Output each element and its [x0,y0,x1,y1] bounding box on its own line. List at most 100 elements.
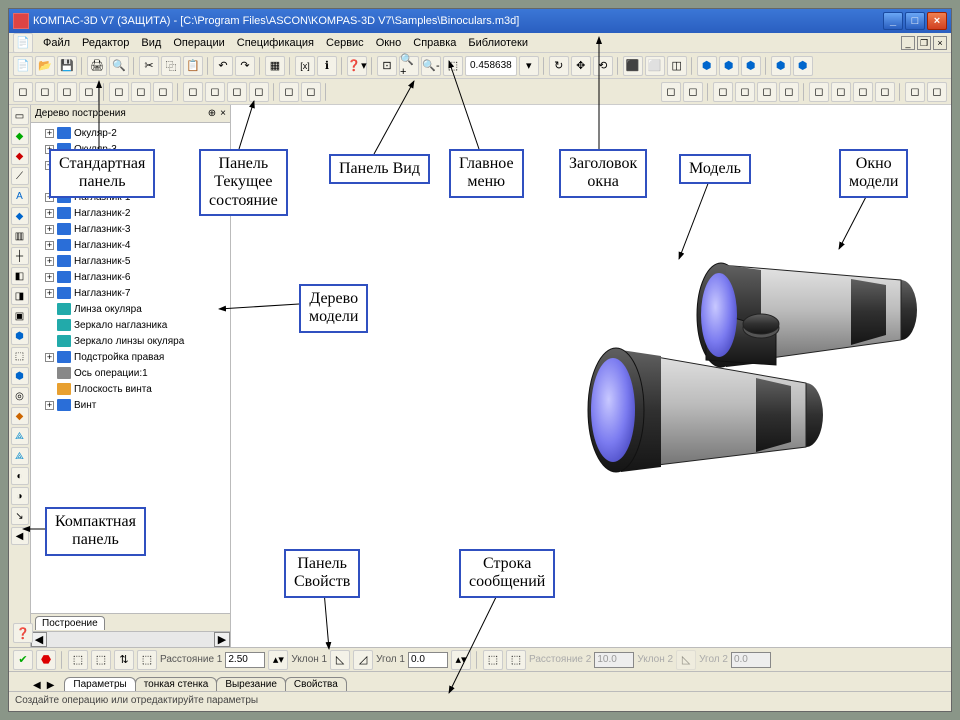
t2-29[interactable]: ◻ [875,82,895,102]
rail-6[interactable]: ◆ [11,207,29,225]
tree-tab[interactable]: Построение [35,616,105,630]
slope1b[interactable]: ◿ [353,650,373,670]
child-close-button[interactable]: × [933,36,947,50]
scale-input[interactable]: 0.458638 [465,56,517,76]
minimize-button[interactable]: _ [883,12,903,30]
zoom-out-icon[interactable]: 🔍- [421,56,441,76]
tree-node[interactable]: +Наглазник-6 [33,269,228,285]
t2-25[interactable]: ◻ [779,82,799,102]
cube1-icon[interactable]: ⬢ [697,56,717,76]
rail-15[interactable]: ◎ [11,387,29,405]
angle1-step[interactable]: ▴▾ [451,650,471,670]
grid-icon[interactable]: ▦ [265,56,285,76]
cube3-icon[interactable]: ⬢ [741,56,761,76]
menu-view[interactable]: Вид [135,35,167,51]
rail-12[interactable]: ⬢ [11,327,29,345]
new-icon[interactable]: 📄 [13,56,33,76]
t2-23[interactable]: ◻ [735,82,755,102]
tree-close-icon[interactable]: × [220,108,226,119]
xy-icon[interactable]: [x] [295,56,315,76]
p-ico6[interactable]: ⬚ [506,650,526,670]
tree-node[interactable]: +Винт [33,397,228,413]
p-ico4[interactable]: ⬚ [137,650,157,670]
tree-node[interactable]: Зеркало линзы окуляра [33,333,228,349]
rail-17[interactable]: ⟁ [11,427,29,445]
rail-10[interactable]: ◨ [11,287,29,305]
print-icon[interactable]: 🖨 [87,56,107,76]
rail-11[interactable]: ▣ [11,307,29,325]
angle1-input[interactable] [408,652,448,668]
tree-node[interactable]: +Наглазник-5 [33,253,228,269]
menu-spec[interactable]: Спецификация [231,35,320,51]
orbit-icon[interactable]: ⟲ [593,56,613,76]
redo-icon[interactable]: ↷ [235,56,255,76]
tree-node[interactable]: +Наглазник-7 [33,285,228,301]
t2-21[interactable]: ◻ [683,82,703,102]
rail-18[interactable]: ⟁ [11,447,29,465]
p-ico3[interactable]: ⇅ [114,650,134,670]
menu-service[interactable]: Сервис [320,35,370,51]
zoom-in-icon[interactable]: 🔍+ [399,56,419,76]
cube5-icon[interactable]: ⬢ [793,56,813,76]
tab-thinwall[interactable]: тонкая стенка [135,677,218,691]
t2-31[interactable]: ◻ [927,82,947,102]
help2-icon[interactable]: ❓ [13,623,33,643]
zoom-region-icon[interactable]: ⬚ [443,56,463,76]
t2-8[interactable]: ◻ [183,82,203,102]
t2-11[interactable]: ◻ [249,82,269,102]
child-min-button[interactable]: _ [901,36,915,50]
tree-pin-icon[interactable]: ⊕ [208,108,216,119]
rail-2[interactable]: ◆ [11,127,29,145]
save-icon[interactable]: 💾 [57,56,77,76]
rail-21[interactable]: ↘ [11,507,29,525]
t2-26[interactable]: ◻ [809,82,829,102]
menu-libs[interactable]: Библиотеки [462,35,534,51]
p-ico5[interactable]: ⬚ [483,650,503,670]
open-icon[interactable]: 📂 [35,56,55,76]
rail-5[interactable]: A [11,187,29,205]
help-icon[interactable]: ❓▾ [347,56,367,76]
tab-params[interactable]: Параметры [64,677,135,691]
rail-3[interactable]: ◆ [11,147,29,165]
tree-node[interactable]: +Наглазник-4 [33,237,228,253]
dist1-input[interactable] [225,652,265,668]
rail-4[interactable]: ⟋ [11,167,29,185]
rotate-icon[interactable]: ↻ [549,56,569,76]
t2-1[interactable]: ◻ [13,82,33,102]
stop-icon[interactable]: ⬣ [36,650,56,670]
t2-3[interactable]: ◻ [57,82,77,102]
cube4-icon[interactable]: ⬢ [771,56,791,76]
tree-node[interactable]: +Подстройка правая [33,349,228,365]
dist1-step[interactable]: ▴▾ [268,650,288,670]
t2-10[interactable]: ◻ [227,82,247,102]
menu-window[interactable]: Окно [370,35,408,51]
tree-node[interactable]: Ось операции:1 [33,365,228,381]
file-icon[interactable]: 📄 [13,33,33,53]
tree-node[interactable]: +Наглазник-3 [33,221,228,237]
t2-12[interactable]: ◻ [279,82,299,102]
rail-8[interactable]: ┼ [11,247,29,265]
p-ico2[interactable]: ⬚ [91,650,111,670]
tree-node[interactable]: +Окуляр-2 [33,125,228,141]
tab-props[interactable]: Свойства [285,677,347,691]
rail-7[interactable]: ▥ [11,227,29,245]
menu-operations[interactable]: Операции [167,35,230,51]
child-restore-button[interactable]: ❐ [917,36,931,50]
t2-7[interactable]: ◻ [153,82,173,102]
copy-icon[interactable]: ⿻ [161,56,181,76]
tree-node[interactable]: Плоскость винта [33,381,228,397]
rail-16[interactable]: ◆ [11,407,29,425]
rail-20[interactable]: ◑ [11,487,29,505]
slope1a[interactable]: ◺ [330,650,350,670]
menu-file[interactable]: Файл [37,35,76,51]
t2-6[interactable]: ◻ [131,82,151,102]
tree-hscroll[interactable]: ◀▶ [31,631,230,647]
wire-icon[interactable]: ⬜ [645,56,665,76]
t2-27[interactable]: ◻ [831,82,851,102]
shade-icon[interactable]: ⬛ [623,56,643,76]
cut-icon[interactable]: ✂ [139,56,159,76]
t2-9[interactable]: ◻ [205,82,225,102]
tree-node[interactable]: Зеркало наглазника [33,317,228,333]
zoom-fit-icon[interactable]: ⊡ [377,56,397,76]
t2-30[interactable]: ◻ [905,82,925,102]
